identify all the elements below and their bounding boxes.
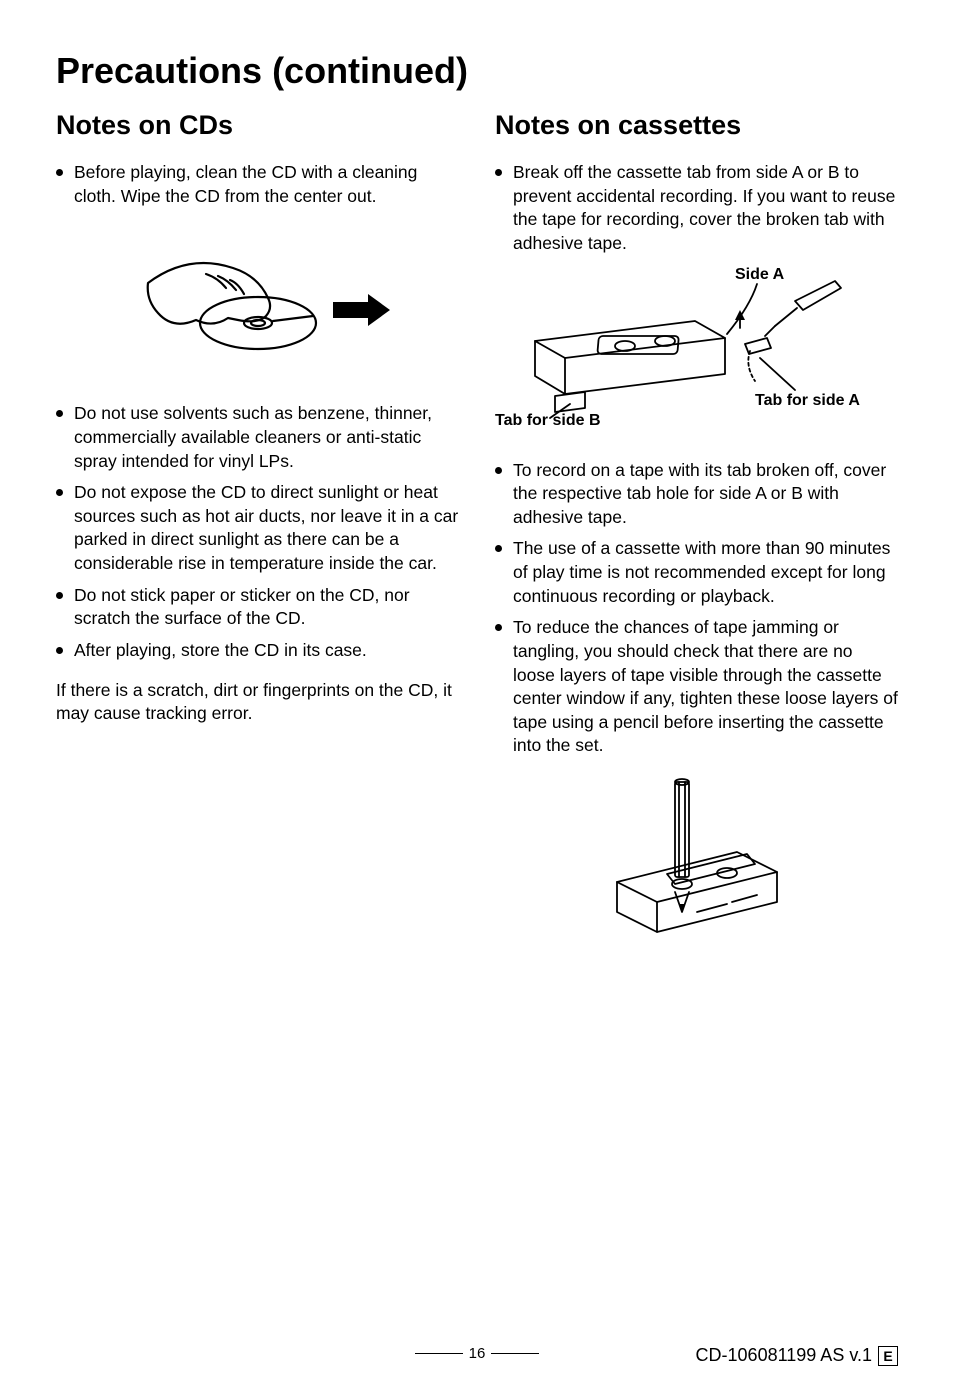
cassette-bullets-top: Break off the cassette tab from side A o… xyxy=(495,161,898,256)
page-title: Precautions (continued) xyxy=(56,50,898,92)
page-number: 16 xyxy=(469,1345,486,1362)
list-item: After playing, store the CD in its case. xyxy=(56,639,459,663)
cassette-tab-illustration-wrapper: Side A Tab for side A Tab for side B xyxy=(495,266,898,441)
cd-trailing-text: If there is a scratch, dirt or fingerpri… xyxy=(56,679,459,726)
notes-on-cds-heading: Notes on CDs xyxy=(56,110,459,141)
notes-on-cassettes-heading: Notes on cassettes xyxy=(495,110,898,141)
cassette-pencil-illustration xyxy=(597,772,797,962)
document-code: CD-106081199 AS v.1 xyxy=(696,1345,872,1366)
cd-bullets-bottom: Do not use solvents such as benzene, thi… xyxy=(56,402,459,662)
footer-rule-right xyxy=(491,1353,539,1354)
list-item: Break off the cassette tab from side A o… xyxy=(495,161,898,256)
list-item: To reduce the chances of tape jamming or… xyxy=(495,616,898,758)
page-footer-right: CD-106081199 AS v.1 E xyxy=(696,1345,898,1366)
language-box: E xyxy=(878,1346,898,1366)
list-item: To record on a tape with its tab broken … xyxy=(495,459,898,530)
list-item: Do not use solvents such as benzene, thi… xyxy=(56,402,459,473)
cassette-tab-illustration xyxy=(495,266,895,441)
list-item: Do not stick paper or sticker on the CD,… xyxy=(56,584,459,631)
list-item: Before playing, clean the CD with a clea… xyxy=(56,161,459,208)
right-column: Notes on cassettes Break off the cassett… xyxy=(495,110,898,986)
cd-wipe-illustration xyxy=(118,228,398,378)
list-item: The use of a cassette with more than 90 … xyxy=(495,537,898,608)
footer-rule-left xyxy=(415,1353,463,1354)
content-columns: Notes on CDs Before playing, clean the C… xyxy=(56,110,898,986)
cassette-bullets-bottom: To record on a tape with its tab broken … xyxy=(495,459,898,759)
list-item: Do not expose the CD to direct sunlight … xyxy=(56,481,459,576)
left-column: Notes on CDs Before playing, clean the C… xyxy=(56,110,459,986)
cd-bullets-top: Before playing, clean the CD with a clea… xyxy=(56,161,459,208)
